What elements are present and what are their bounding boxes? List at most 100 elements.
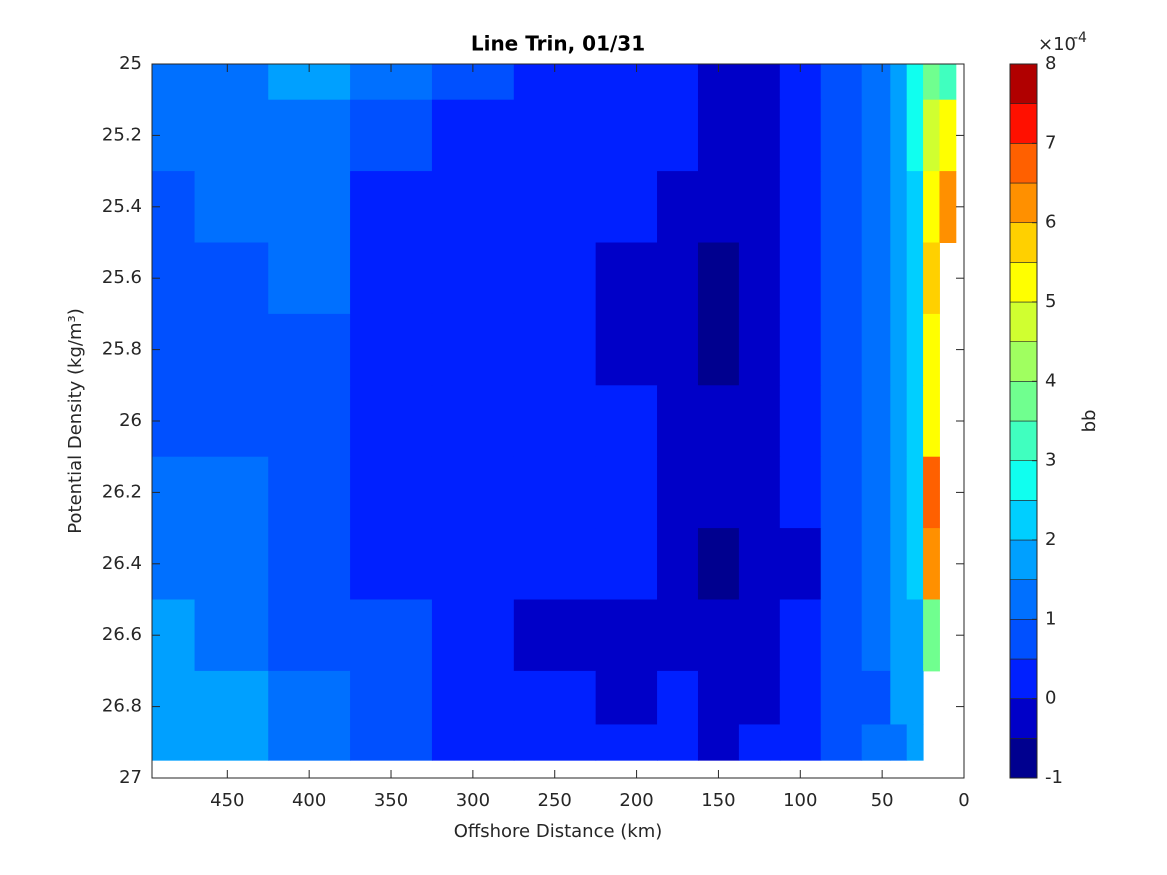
y-tick-label: 25	[119, 53, 142, 74]
contour-cell	[350, 242, 433, 315]
contour-cell	[657, 456, 699, 529]
contour-cell	[431, 242, 515, 315]
contour-cell	[268, 456, 351, 529]
contour-cell	[890, 313, 908, 386]
colorbar-bin	[1009, 539, 1038, 580]
contour-cell	[861, 64, 891, 101]
colorbar-bin	[1009, 698, 1038, 739]
contour-cell	[820, 242, 863, 315]
contour-cell	[820, 64, 863, 101]
colorbar-bin	[1009, 301, 1038, 342]
contour-cell	[923, 528, 940, 600]
contour-cell	[923, 456, 940, 529]
contour-cell	[861, 724, 891, 761]
contour-cell	[890, 724, 908, 761]
contour-cell	[513, 313, 597, 386]
colorbar-tick-label: 4	[1045, 370, 1056, 391]
contour-cell	[513, 242, 597, 315]
contour-cell	[194, 528, 269, 600]
colorbar-bin	[1009, 460, 1038, 501]
contour-cell	[779, 385, 822, 458]
contour-cell	[697, 171, 740, 243]
contour-cell	[268, 99, 351, 172]
contour-cell	[738, 313, 781, 386]
contour-cell	[906, 385, 924, 458]
contour-cell	[820, 171, 863, 243]
contour-cell	[657, 599, 699, 672]
contour-cell	[595, 528, 658, 600]
contour-cell	[861, 670, 891, 725]
contour-cell	[657, 171, 699, 243]
contour-cell	[194, 242, 269, 315]
y-axis-label: Potential Density (kg/m³)	[65, 308, 86, 533]
contour-cell	[595, 456, 658, 529]
contour-cell	[595, 171, 658, 243]
contour-cell	[697, 724, 740, 761]
contour-cell	[194, 171, 269, 243]
contour-cell	[268, 171, 351, 243]
y-tick-label: 25.8	[102, 339, 142, 360]
contour-cell	[431, 724, 515, 761]
contour-cell	[697, 313, 740, 386]
contour-cell	[268, 242, 351, 315]
contour-cell	[906, 528, 924, 600]
contour-cell	[820, 670, 863, 725]
x-tick-label: 100	[783, 790, 817, 811]
x-tick-label: 250	[538, 790, 572, 811]
y-tick-label: 25.2	[102, 124, 142, 145]
contour-cell	[350, 385, 433, 458]
contour-cell	[861, 313, 891, 386]
contour-cell	[779, 456, 822, 529]
contour-cell	[820, 385, 863, 458]
contour-cell	[939, 99, 957, 172]
colorbar-label: bb	[1079, 410, 1100, 433]
contour-cell	[779, 313, 822, 386]
x-axis-label: Offshore Distance (km)	[454, 821, 663, 842]
colorbar-bin	[1009, 381, 1038, 422]
contour-cell	[513, 599, 597, 672]
colorbar-tick-label: 7	[1045, 132, 1056, 153]
x-tick-label: 300	[456, 790, 490, 811]
colorbar-bin	[1009, 341, 1038, 382]
contour-cell	[268, 313, 351, 386]
contour-cell	[906, 670, 924, 725]
contour-cell	[194, 64, 269, 101]
contour-cell	[697, 599, 740, 672]
colorbar-tick-label: 2	[1045, 529, 1056, 550]
colorbar-tick-label: 1	[1045, 608, 1056, 629]
contour-cell	[513, 385, 597, 458]
colorbar-bin	[1009, 500, 1038, 541]
contour-cell	[738, 528, 781, 600]
contour-cell	[194, 385, 269, 458]
contour-cell	[861, 385, 891, 458]
y-tick-label: 26.8	[102, 696, 142, 717]
contour-cell	[268, 670, 351, 725]
contour-cell	[738, 171, 781, 243]
contour-cell	[350, 528, 433, 600]
colorbar-tick-label: 5	[1045, 291, 1056, 312]
contour-cell	[906, 242, 924, 315]
colorbar-tick-label: 0	[1045, 688, 1056, 709]
colorbar-bin	[1009, 579, 1038, 620]
contour-cell	[906, 64, 924, 101]
colorbar-bin	[1009, 222, 1038, 263]
contour-cell	[738, 242, 781, 315]
contour-cell	[431, 171, 515, 243]
y-tick-label: 25.4	[102, 196, 142, 217]
contour-cell	[697, 99, 740, 172]
contour-cell	[350, 313, 433, 386]
contour-cell	[779, 670, 822, 725]
contour-cell	[697, 528, 740, 600]
y-tick-label: 26.2	[102, 481, 142, 502]
contour-cell	[890, 242, 908, 315]
contour-cell	[923, 385, 940, 458]
contour-cell	[738, 99, 781, 172]
contour-cell	[431, 99, 515, 172]
contour-cell	[431, 670, 515, 725]
contour-cell	[861, 599, 891, 672]
colorbar-bin	[1009, 103, 1038, 144]
contour-cell	[779, 599, 822, 672]
contour-cell	[350, 99, 433, 172]
contour-cell	[861, 456, 891, 529]
